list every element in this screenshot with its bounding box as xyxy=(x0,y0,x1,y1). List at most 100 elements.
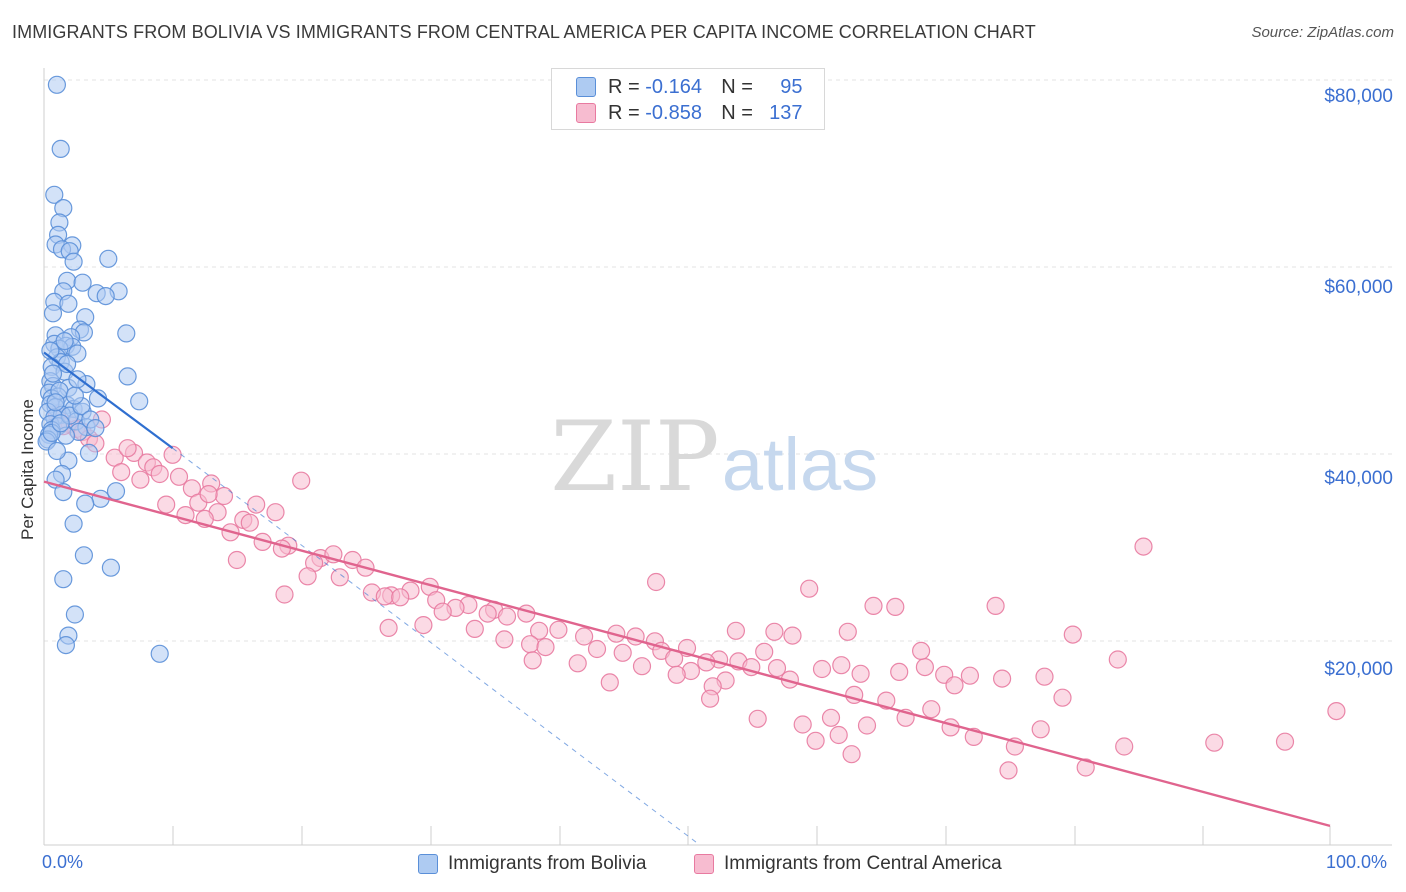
central-america-point xyxy=(829,725,848,745)
bolivia-point xyxy=(86,419,105,438)
central-america-point xyxy=(520,635,540,654)
bolivia-point xyxy=(43,364,63,383)
x-tick-label-min: 0.0% xyxy=(42,852,84,872)
bolivia-point xyxy=(51,414,70,433)
central-america-point xyxy=(755,642,774,661)
bottom-legend-label-central-america: Immigrants from Central America xyxy=(724,853,1002,874)
central-america-point xyxy=(915,657,935,677)
central-america-point xyxy=(821,708,841,727)
bolivia-point xyxy=(59,294,78,313)
central-america-point xyxy=(632,657,652,676)
legend-n-label: N = xyxy=(721,101,753,124)
central-america-point xyxy=(549,620,568,639)
central-america-point xyxy=(806,731,825,750)
bolivia-point xyxy=(74,546,94,565)
bolivia-point xyxy=(56,635,76,655)
bolivia-point xyxy=(47,441,67,461)
bolivia-point xyxy=(65,605,85,624)
central-america-point xyxy=(922,700,941,719)
central-america-point xyxy=(613,643,632,662)
bolivia-point xyxy=(45,185,64,204)
central-america-point xyxy=(150,464,169,484)
bolivia-point xyxy=(55,332,74,351)
bottom-legend-swatch-central-america xyxy=(694,854,714,874)
central-america-point xyxy=(886,597,905,617)
y-tick-label: $40,000 xyxy=(1324,468,1393,489)
central-america-point xyxy=(667,665,686,684)
central-america-point xyxy=(330,568,349,587)
source-label: Source: ZipAtlas.com xyxy=(1251,24,1394,41)
central-america-trend-line xyxy=(43,480,1331,828)
watermark-atlas: atlas xyxy=(722,423,878,506)
bolivia-trend-line xyxy=(43,351,174,450)
central-america-point xyxy=(1063,625,1082,644)
central-america-point xyxy=(1031,720,1050,739)
legend-r-value-bolivia: -0.164 xyxy=(645,75,702,98)
central-america-point xyxy=(292,471,311,490)
central-america-point xyxy=(199,485,218,504)
bolivia-point xyxy=(64,514,83,533)
bolivia-point xyxy=(101,558,121,577)
central-america-point xyxy=(765,622,784,641)
legend-r-label: R = xyxy=(608,75,640,98)
central-america-point xyxy=(842,745,861,764)
axes xyxy=(43,68,1392,846)
bolivia-point xyxy=(54,570,73,589)
central-america-point xyxy=(568,654,587,673)
central-america-point xyxy=(433,602,452,621)
bolivia-point xyxy=(99,249,118,268)
central-america-point xyxy=(266,503,285,522)
bolivia-point xyxy=(43,304,63,323)
central-america-point xyxy=(587,639,607,659)
central-america-point xyxy=(945,676,964,695)
chart-title: IMMIGRANTS FROM BOLIVIA VS IMMIGRANTS FR… xyxy=(12,22,1036,42)
central-america-point xyxy=(517,604,536,623)
central-america-point xyxy=(536,637,555,657)
central-america-point xyxy=(157,495,176,514)
central-america-point xyxy=(529,621,549,640)
central-america-point xyxy=(986,596,1005,616)
trend-lines xyxy=(43,351,1331,846)
central-america-point xyxy=(131,470,150,489)
central-america-point xyxy=(465,619,484,639)
central-america-point xyxy=(812,659,832,679)
legend-swatch-central-america xyxy=(576,103,596,123)
legend-r-value-central-america: -0.858 xyxy=(645,101,702,124)
bolivia-point xyxy=(76,494,95,513)
central-america-point xyxy=(375,587,394,606)
central-america-point xyxy=(999,761,1018,780)
central-america-point xyxy=(838,622,857,641)
bolivia-point xyxy=(73,273,92,292)
central-america-point xyxy=(864,596,883,616)
central-america-point xyxy=(574,627,594,646)
legend-n-value-bolivia: 95 xyxy=(780,75,803,98)
central-america-point xyxy=(1076,758,1095,777)
watermark-zip: ZIP xyxy=(550,401,719,513)
bottom-legend-bolivia: Immigrants from Bolivia xyxy=(418,850,647,878)
y-axis-title: Per Capita Income xyxy=(18,399,37,540)
central-america-point xyxy=(497,607,517,626)
central-america-point xyxy=(298,567,317,586)
central-america-point xyxy=(118,439,137,458)
central-america-point xyxy=(1115,737,1134,756)
central-america-point xyxy=(275,585,294,604)
legend-swatch-bolivia xyxy=(576,77,596,97)
bolivia-point xyxy=(64,252,83,271)
bolivia-point xyxy=(96,287,115,306)
central-america-point xyxy=(1205,733,1224,752)
bolivia-point xyxy=(106,482,126,501)
central-america-point xyxy=(379,618,398,638)
central-america-point xyxy=(832,656,851,675)
bolivia-point xyxy=(65,386,85,405)
bolivia-point xyxy=(150,644,169,663)
central-america-point xyxy=(214,486,234,506)
central-america-point xyxy=(163,445,182,464)
central-america-point xyxy=(414,615,433,635)
legend-r-label: R = xyxy=(608,101,640,124)
central-america-point xyxy=(992,669,1012,688)
bottom-legend-central-america: Immigrants from Central America xyxy=(694,850,1002,878)
central-america-point xyxy=(1275,732,1295,751)
bolivia-point xyxy=(117,324,136,343)
central-america-point xyxy=(1035,667,1054,686)
y-tick-label: $80,000 xyxy=(1324,86,1393,107)
